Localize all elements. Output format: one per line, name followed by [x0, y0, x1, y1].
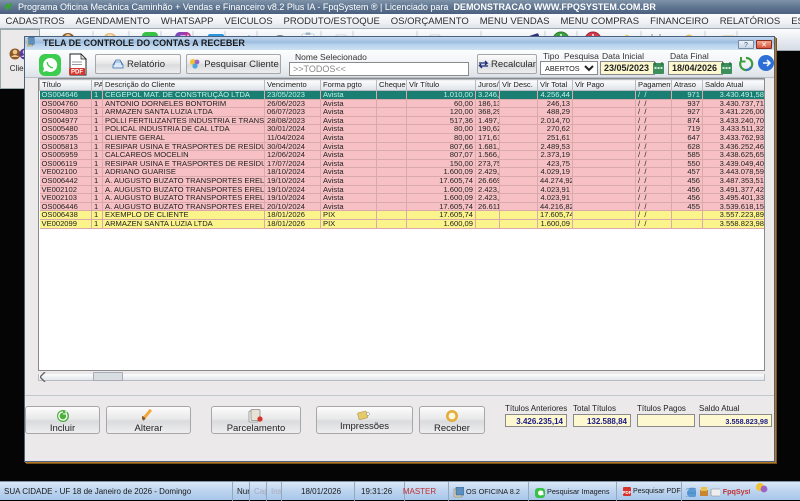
svg-text:PDF: PDF: [71, 70, 83, 76]
svg-text:PDF: PDF: [623, 490, 632, 495]
